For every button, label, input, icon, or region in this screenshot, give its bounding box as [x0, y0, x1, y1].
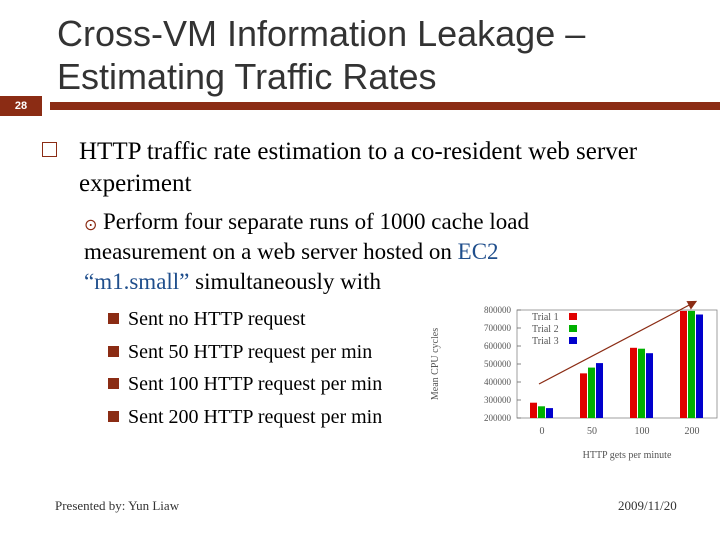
sub-bullet-item: Sent 100 HTTP request per min: [108, 370, 428, 403]
bar-trial-2: [638, 348, 645, 418]
highlight-ec2: EC2: [457, 239, 499, 264]
bullet-level2-text-end: simultaneously with: [189, 269, 382, 294]
bar-trial-3: [596, 363, 603, 418]
y-axis-label: Mean CPU cycles: [430, 328, 441, 400]
footer-date: 2009/11/20: [618, 498, 677, 513]
filled-square-bullet-icon: [108, 378, 119, 389]
bullet-level2: ⊙ Perform four separate runs of 1000 cac…: [84, 207, 604, 297]
legend-label: Trial 3: [532, 336, 559, 347]
filled-square-bullet-icon: [108, 410, 119, 422]
sub-bullet-item: Sent 200 HTTP request per min: [108, 403, 428, 436]
bar-trial-3: [696, 314, 703, 418]
x-axis-label: HTTP gets per minute: [583, 450, 672, 461]
y-tick-label: 600000: [484, 341, 512, 351]
title-rule: [50, 102, 720, 110]
filled-square-bullet-icon: [108, 313, 119, 324]
y-tick-label: 500000: [484, 359, 512, 369]
hollow-square-bullet-icon: [42, 142, 57, 157]
slide-title: Cross-VM Information Leakage – Estimatin…: [57, 12, 585, 98]
filled-square-bullet-icon: [108, 345, 119, 357]
sub-bullet-text: Sent 100 HTTP request per min: [128, 373, 383, 395]
bar-trial-1: [680, 310, 687, 418]
sub-bullet-item: Sent no HTTP request: [108, 305, 428, 338]
y-tick-label: 400000: [484, 377, 512, 387]
sub-bullet-item: Sent 50 HTTP request per min: [108, 338, 428, 371]
x-tick-label: 50: [587, 426, 597, 437]
x-tick-label: 100: [635, 426, 650, 437]
legend-swatch: [569, 325, 577, 332]
bullet-level2-text-start: Perform four separate runs of 1000 cache…: [84, 209, 529, 264]
legend-label: Trial 2: [532, 324, 559, 335]
slide-title-line2: Estimating Traffic Rates: [57, 56, 437, 97]
y-tick-label: 700000: [484, 323, 512, 333]
circled-dot-bullet-icon: ⊙: [84, 215, 98, 234]
bullet-level2-text: Perform four separate runs of 1000 cache…: [84, 207, 604, 297]
bar-trial-1: [580, 373, 587, 418]
slide-number: 28: [14, 100, 28, 112]
highlight-instance-type: “m1.small”: [84, 269, 190, 294]
x-tick-label: 0: [540, 426, 545, 437]
cpu-cycles-bar-chart: 200000 300000 400000 500000 600000 700000 8000…: [430, 300, 718, 461]
trend-arrow: [538, 300, 698, 385]
sub-bullet-text: Sent 200 HTTP request per min: [128, 405, 383, 428]
sub-bullet-text: Sent no HTTP request: [128, 308, 306, 330]
legend-label: Trial 1: [532, 312, 559, 323]
bar-trial-1: [530, 402, 537, 418]
legend-swatch: [569, 337, 577, 344]
legend-swatch: [569, 313, 577, 320]
footer-presenter: Presented by: Yun Liaw: [55, 498, 180, 513]
sub-bullet-list: Sent no HTTP request Sent 50 HTTP reques…: [108, 305, 428, 435]
slide-title-line1: Cross-VM Information Leakage –: [57, 13, 586, 54]
bar-trial-1: [630, 347, 637, 418]
bar-trial-2: [588, 367, 595, 418]
y-tick-label: 800000: [484, 305, 512, 315]
y-tick-label: 200000: [484, 413, 512, 423]
bar-trial-2: [538, 406, 545, 418]
bar-trial-3: [546, 408, 553, 418]
bullet-level1: HTTP traffic rate estimation to a co-res…: [42, 136, 672, 200]
bar-trial-2: [688, 310, 695, 418]
sub-bullet-text: Sent 50 HTTP request per min: [128, 340, 373, 363]
y-tick-label: 300000: [484, 395, 512, 405]
x-tick-label: 200: [685, 426, 700, 437]
bar-trial-3: [646, 353, 653, 418]
slide-number-badge: 28: [0, 96, 42, 116]
bullet-level1-text: HTTP traffic rate estimation to a co-res…: [79, 138, 638, 197]
